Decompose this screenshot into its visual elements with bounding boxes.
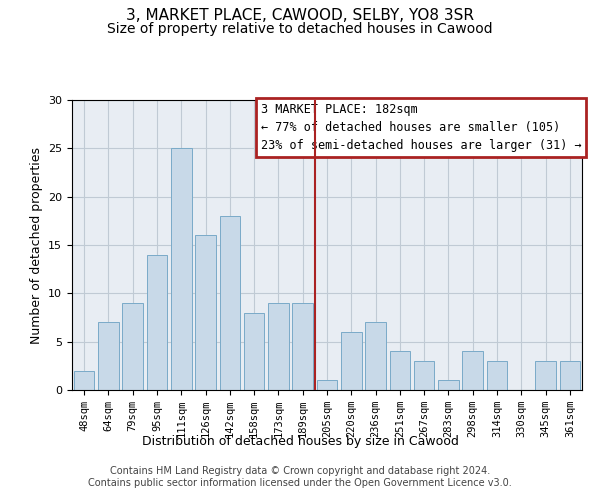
Text: 3, MARKET PLACE, CAWOOD, SELBY, YO8 3SR: 3, MARKET PLACE, CAWOOD, SELBY, YO8 3SR xyxy=(126,8,474,22)
Bar xyxy=(146,254,167,390)
Text: Contains HM Land Registry data © Crown copyright and database right 2024.
Contai: Contains HM Land Registry data © Crown c… xyxy=(88,466,512,487)
Bar xyxy=(341,332,362,390)
Bar xyxy=(438,380,459,390)
Bar xyxy=(244,312,265,390)
Bar xyxy=(560,361,580,390)
Bar xyxy=(389,352,410,390)
Text: Size of property relative to detached houses in Cawood: Size of property relative to detached ho… xyxy=(107,22,493,36)
Bar xyxy=(535,361,556,390)
Bar xyxy=(98,322,119,390)
Text: 3 MARKET PLACE: 182sqm
← 77% of detached houses are smaller (105)
23% of semi-de: 3 MARKET PLACE: 182sqm ← 77% of detached… xyxy=(260,103,581,152)
Bar xyxy=(292,303,313,390)
Bar xyxy=(171,148,191,390)
Bar xyxy=(487,361,508,390)
Text: Distribution of detached houses by size in Cawood: Distribution of detached houses by size … xyxy=(142,435,458,448)
Bar xyxy=(220,216,240,390)
Bar xyxy=(195,236,216,390)
Bar xyxy=(74,370,94,390)
Bar xyxy=(463,352,483,390)
Y-axis label: Number of detached properties: Number of detached properties xyxy=(29,146,43,344)
Bar xyxy=(414,361,434,390)
Bar xyxy=(268,303,289,390)
Bar xyxy=(317,380,337,390)
Bar xyxy=(365,322,386,390)
Bar xyxy=(122,303,143,390)
